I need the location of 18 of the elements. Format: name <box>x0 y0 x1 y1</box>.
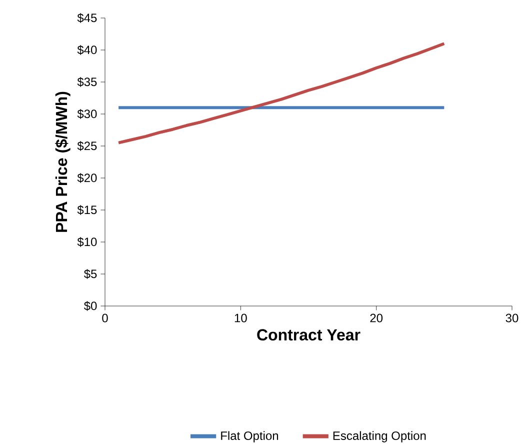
y-tick-label: $10 <box>77 237 97 247</box>
y-tick-label: $0 <box>84 301 97 311</box>
x-tick-label: 0 <box>102 314 108 322</box>
x-axis-title: Contract Year <box>257 329 360 340</box>
y-tick-label: $30 <box>77 109 97 119</box>
y-tick-label: $25 <box>77 141 97 151</box>
y-tick-label: $20 <box>77 173 97 183</box>
y-tick-label: $40 <box>77 45 97 55</box>
y-tick-label: $45 <box>77 13 97 23</box>
legend-label: Escalating Option <box>333 431 426 442</box>
x-tick-label: 30 <box>506 314 518 322</box>
legend-label: Flat Option <box>221 431 278 442</box>
y-tick-label: $15 <box>77 205 97 215</box>
y-axis-title: PPA Price ($/MWh) <box>55 92 70 232</box>
y-tick-label: $5 <box>84 269 97 279</box>
x-tick-label: 20 <box>370 314 383 322</box>
y-tick-label: $35 <box>77 77 97 87</box>
x-tick-label: 10 <box>234 314 247 322</box>
